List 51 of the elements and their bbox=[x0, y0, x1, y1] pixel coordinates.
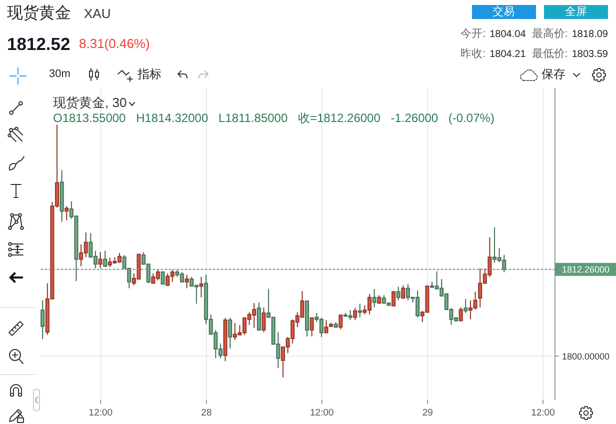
text: 全屏 bbox=[564, 6, 587, 18]
candlestick bbox=[358, 303, 362, 318]
annotation: O1813.55000 H1814.32000 L1811.85000 收=1812.26000 -1.26000 (-0.07%) bbox=[53, 111, 494, 125]
candlestick bbox=[305, 300, 310, 337]
candlestick bbox=[372, 288, 376, 308]
candlestick bbox=[228, 317, 232, 349]
candlestick bbox=[98, 252, 102, 269]
text: 1818.09 bbox=[572, 28, 608, 40]
text: 昨收: bbox=[460, 47, 486, 61]
x-tick-label: 29 bbox=[422, 408, 433, 419]
x-tick-label: 12:00 bbox=[88, 408, 113, 419]
candlestick bbox=[396, 286, 400, 301]
text: 1804.04 bbox=[490, 28, 526, 40]
candlestick bbox=[60, 170, 64, 222]
x-tick-label: 28 bbox=[201, 408, 212, 419]
candlestick bbox=[458, 306, 463, 322]
candlestick bbox=[310, 317, 314, 337]
chart-subtitle: XAU bbox=[84, 6, 111, 22]
chart-title: 现货黄金 bbox=[7, 5, 71, 24]
candlestick bbox=[223, 317, 228, 362]
text: 8.31(0.46%) bbox=[79, 36, 150, 52]
text: 指标 bbox=[138, 66, 162, 82]
text: 1812.52 bbox=[7, 34, 70, 54]
candlestick bbox=[353, 308, 358, 321]
candlestick bbox=[377, 294, 382, 304]
candlestick bbox=[262, 306, 266, 333]
candlestick bbox=[256, 302, 261, 330]
text: 1803.59 bbox=[572, 49, 608, 60]
text: 1804.21 bbox=[490, 49, 526, 60]
text: 最高价: bbox=[532, 26, 568, 40]
candlestick bbox=[184, 274, 189, 289]
candlestick bbox=[40, 300, 45, 340]
candlestick bbox=[392, 290, 396, 306]
text: 交易 bbox=[492, 6, 514, 18]
text: 最低价: bbox=[532, 47, 568, 61]
candlestick bbox=[64, 206, 69, 221]
y-tick-label: 1812.26000 bbox=[562, 264, 610, 275]
candlestick bbox=[334, 322, 338, 328]
text: 今开: bbox=[460, 26, 486, 40]
candlestick bbox=[199, 276, 204, 298]
candlestick bbox=[103, 250, 108, 268]
candlestick bbox=[401, 284, 406, 299]
candlestick bbox=[464, 298, 468, 314]
annotation: 现货黄金, 30 bbox=[53, 95, 127, 111]
candlestick bbox=[338, 314, 343, 330]
x-tick-label: 12:00 bbox=[310, 408, 334, 419]
candlestick bbox=[160, 270, 165, 284]
text: 30m bbox=[49, 68, 70, 81]
x-tick-label: 12:00 bbox=[531, 408, 555, 419]
y-tick-label: 1800.00000 bbox=[562, 351, 610, 362]
text: 保存 bbox=[542, 66, 566, 82]
